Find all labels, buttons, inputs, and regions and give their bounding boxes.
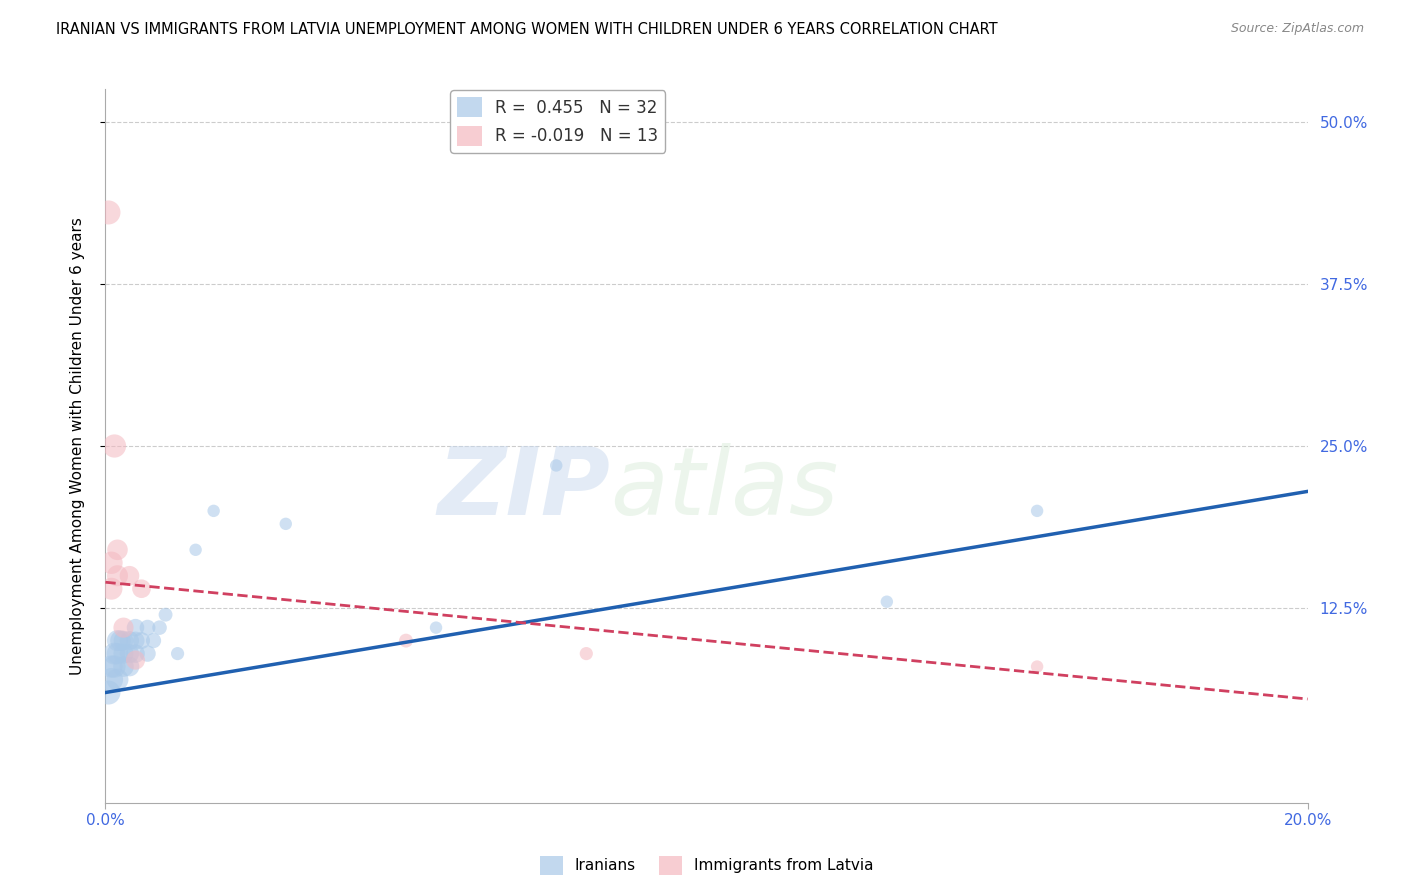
Point [112,659,135,673]
Point [166,647,188,661]
Point [274,516,297,531]
Point [131,633,153,648]
Point [100,556,122,570]
Point [107,673,129,687]
Point [107,647,129,661]
Text: ZIP: ZIP [437,442,610,535]
Point [107,542,129,557]
Point [142,633,165,648]
Point [1026,659,1049,673]
Point [103,659,125,673]
Point [136,621,159,635]
Point [546,458,568,473]
Point [100,582,122,596]
Point [124,633,146,648]
Point [575,647,598,661]
Legend: Iranians, Immigrants from Latvia: Iranians, Immigrants from Latvia [533,850,880,880]
Point [97,205,120,219]
Point [131,582,153,596]
Point [112,647,135,661]
Point [97,685,120,699]
Point [155,607,177,622]
Point [100,673,122,687]
Point [124,647,146,661]
Point [876,595,898,609]
Y-axis label: Unemployment Among Women with Children Under 6 years: Unemployment Among Women with Children U… [70,217,84,675]
Point [124,621,146,635]
Text: Source: ZipAtlas.com: Source: ZipAtlas.com [1230,22,1364,36]
Point [118,647,141,661]
Point [107,633,129,648]
Text: atlas: atlas [610,443,838,534]
Point [107,568,129,582]
Point [1026,504,1049,518]
Point [148,621,170,635]
Point [112,621,135,635]
Point [110,633,132,648]
Point [118,659,141,673]
Point [112,633,135,648]
Point [124,653,146,667]
Point [100,659,122,673]
Point [136,647,159,661]
Point [425,621,447,635]
Point [184,542,207,557]
Point [118,568,141,582]
Point [202,504,225,518]
Point [103,647,125,661]
Point [395,633,418,648]
Text: IRANIAN VS IMMIGRANTS FROM LATVIA UNEMPLOYMENT AMONG WOMEN WITH CHILDREN UNDER 6: IRANIAN VS IMMIGRANTS FROM LATVIA UNEMPL… [56,22,998,37]
Point [103,439,125,453]
Point [118,633,141,648]
